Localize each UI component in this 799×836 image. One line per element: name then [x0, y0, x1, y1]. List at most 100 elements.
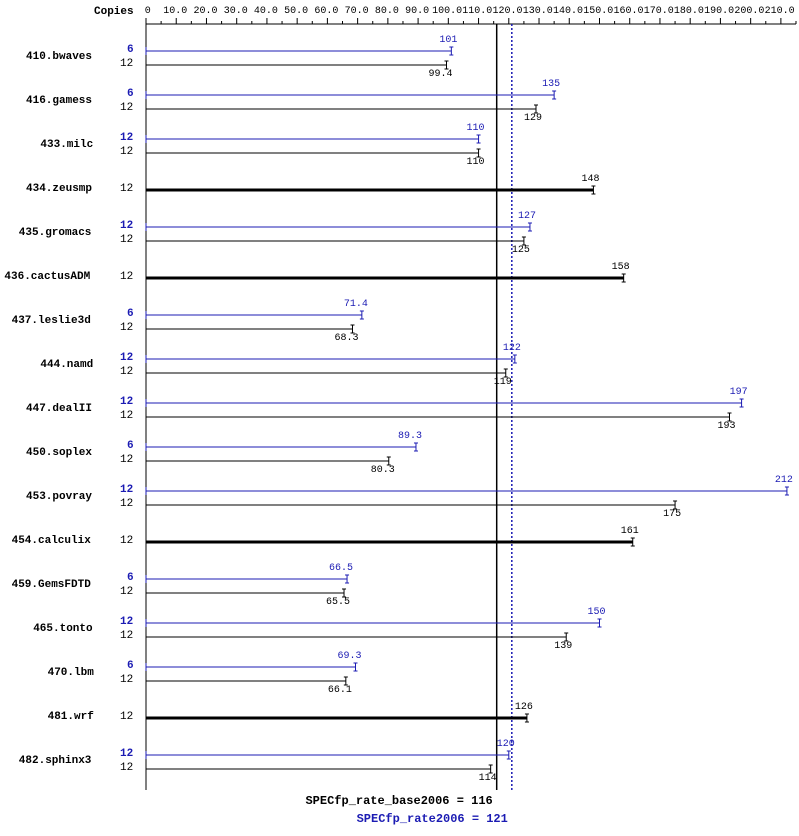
benchmark-name: 459.GemsFDTD [12, 579, 91, 591]
base-value: 126 [515, 702, 533, 713]
base-copies: 12 [120, 762, 133, 774]
peak-value: 89.3 [398, 431, 422, 442]
benchmark-name: 465.tonto [33, 623, 92, 635]
base-copies: 12 [120, 234, 133, 246]
axis-tick-label: 140.0 [553, 6, 583, 17]
peak-value: 120 [497, 739, 515, 750]
axis-tick-label: 60.0 [314, 6, 338, 17]
peak-value: 150 [587, 607, 605, 618]
base-copies: 12 [120, 674, 133, 686]
axis-tick-label: 80.0 [375, 6, 399, 17]
benchmark-name: 470.lbm [48, 667, 94, 679]
axis-tick-label: 70.0 [345, 6, 369, 17]
peak-copies: 6 [127, 88, 134, 100]
peak-value: 69.3 [338, 651, 362, 662]
reference-label: SPECfp_rate2006 = 121 [357, 812, 508, 826]
benchmark-name: 416.gamess [26, 95, 92, 107]
axis-tick-label: 160.0 [613, 6, 643, 17]
axis-tick-label: 190.0 [704, 6, 734, 17]
axis-tick-label: 200.0 [734, 6, 764, 17]
benchmark-name: 434.zeusmp [26, 183, 92, 195]
peak-value: 101 [439, 35, 457, 46]
reference-label: SPECfp_rate_base2006 = 116 [305, 794, 492, 808]
peak-value: 122 [503, 343, 521, 354]
peak-copies: 12 [120, 396, 133, 408]
base-copies: 12 [120, 322, 133, 334]
peak-value: 135 [542, 79, 560, 90]
benchmark-name: 433.milc [40, 139, 93, 151]
base-copies: 12 [120, 535, 133, 547]
benchmark-name: 481.wrf [48, 711, 94, 723]
peak-copies: 6 [127, 308, 134, 320]
peak-value: 66.5 [329, 563, 353, 574]
axis-tick-label: 150.0 [583, 6, 613, 17]
peak-copies: 12 [120, 132, 133, 144]
peak-copies: 12 [120, 220, 133, 232]
peak-copies: 12 [120, 616, 133, 628]
copies-header: Copies [94, 6, 134, 18]
base-copies: 12 [120, 183, 133, 195]
base-value: 110 [467, 157, 485, 168]
base-copies: 12 [120, 498, 133, 510]
axis-tick-label: 30.0 [224, 6, 248, 17]
benchmark-name: 447.dealII [26, 403, 92, 415]
peak-copies: 6 [127, 44, 134, 56]
base-value: 148 [581, 174, 599, 185]
peak-value: 127 [518, 211, 536, 222]
peak-copies: 6 [127, 660, 134, 672]
peak-copies: 6 [127, 572, 134, 584]
base-copies: 12 [120, 630, 133, 642]
base-value: 119 [494, 377, 512, 388]
axis-tick-label: 170.0 [644, 6, 674, 17]
axis-tick-label: 180.0 [674, 6, 704, 17]
axis-tick-label: 90.0 [405, 6, 429, 17]
base-value: 175 [663, 509, 681, 520]
axis-tick-label: 110.0 [462, 6, 492, 17]
base-copies: 12 [120, 711, 133, 723]
base-value: 158 [612, 262, 630, 273]
base-value: 66.1 [328, 685, 352, 696]
peak-copies: 12 [120, 484, 133, 496]
base-copies: 12 [120, 58, 133, 70]
benchmark-name: 450.soplex [26, 447, 92, 459]
base-value: 161 [621, 526, 639, 537]
base-copies: 12 [120, 366, 133, 378]
benchmark-name: 435.gromacs [19, 227, 92, 239]
base-value: 68.3 [334, 333, 358, 344]
peak-copies: 6 [127, 440, 134, 452]
peak-value: 110 [467, 123, 485, 134]
base-value: 193 [717, 421, 735, 432]
benchmark-name: 482.sphinx3 [19, 755, 92, 767]
peak-copies: 12 [120, 352, 133, 364]
base-value: 125 [512, 245, 530, 256]
axis-tick-label: 130.0 [523, 6, 553, 17]
base-value: 80.3 [371, 465, 395, 476]
axis-tick-label: 0 [145, 6, 151, 17]
base-value: 65.5 [326, 597, 350, 608]
peak-value: 197 [730, 387, 748, 398]
base-copies: 12 [120, 454, 133, 466]
base-copies: 12 [120, 271, 133, 283]
base-copies: 12 [120, 102, 133, 114]
axis-tick-label: 100.0 [432, 6, 462, 17]
axis-tick-label: 20.0 [193, 6, 217, 17]
base-value: 129 [524, 113, 542, 124]
benchmark-name: 454.calculix [12, 535, 91, 547]
peak-value: 71.4 [344, 299, 368, 310]
base-copies: 12 [120, 146, 133, 158]
axis-tick-label: 210.0 [765, 6, 795, 17]
base-value: 139 [554, 641, 572, 652]
peak-value: 212 [775, 475, 793, 486]
axis-tick-label: 40.0 [254, 6, 278, 17]
axis-tick-label: 50.0 [284, 6, 308, 17]
benchmark-name: 444.namd [40, 359, 93, 371]
spec-fp-rate-chart: Copies 0 10.0 20.0 30.0 40.0 50.0 60.0 70.0 80.0 9… [0, 0, 799, 831]
base-value: 114 [479, 773, 497, 784]
base-copies: 12 [120, 586, 133, 598]
axis-tick-label: 10.0 [163, 6, 187, 17]
benchmark-name: 453.povray [26, 491, 92, 503]
benchmark-name: 410.bwaves [26, 51, 92, 63]
benchmark-name: 436.cactusADM [4, 271, 90, 283]
axis-tick-label: 120.0 [493, 6, 523, 17]
benchmark-name: 437.leslie3d [12, 315, 91, 327]
